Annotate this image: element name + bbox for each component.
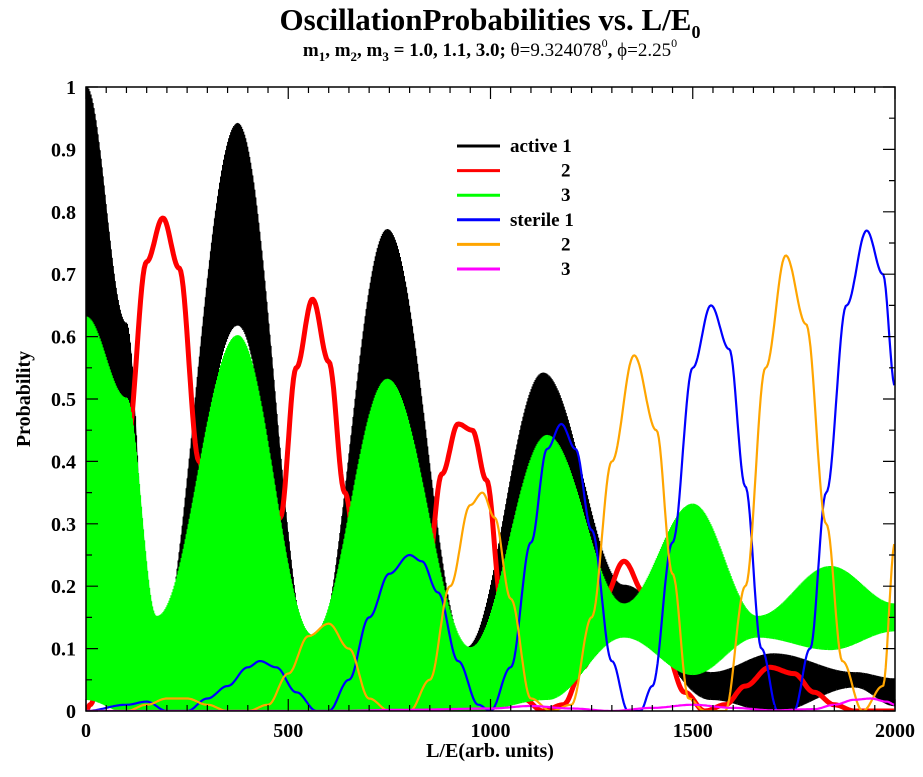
- y-tick-label: 0: [66, 701, 76, 723]
- x-tick-label: 500: [273, 720, 303, 742]
- legend-label: 2: [561, 234, 571, 255]
- legend-label: active 1: [510, 136, 572, 157]
- y-tick-label: 0.4: [51, 451, 76, 473]
- y-tick-label: 0.8: [51, 202, 76, 224]
- series-3-sterile-1-line: [86, 229, 895, 711]
- y-tick-label: 1: [66, 77, 76, 99]
- y-tick-label: 0.5: [51, 389, 76, 411]
- x-tick-label: 1500: [673, 720, 713, 742]
- chart-title: OscillationProbabilities vs. L/E0: [280, 2, 701, 42]
- legend-label: 3: [561, 185, 571, 206]
- x-tick-label: 1000: [471, 720, 511, 742]
- plot-series: [86, 87, 895, 711]
- legend-label: sterile 1: [510, 210, 574, 231]
- y-tick-label: 0.2: [51, 576, 76, 598]
- y-tick-label: 0.3: [51, 514, 76, 536]
- legend-label: 2: [561, 161, 571, 182]
- chart-subtitle: m1, m2, m3 = 1.0, 1.1, 3.0; θ=9.3240780,…: [303, 36, 677, 64]
- series-2-3-hatch: [86, 316, 895, 711]
- x-tick-label: 2000: [875, 720, 915, 742]
- y-tick-label: 0.9: [51, 139, 76, 161]
- y-tick-label: 0.6: [51, 327, 76, 349]
- legend-label: 3: [561, 259, 571, 280]
- x-axis-label: L/E(arb. units): [426, 740, 554, 762]
- legend: active 1 2 3 sterile 1 2 3: [457, 136, 574, 280]
- x-tick-label: 0: [81, 720, 91, 742]
- series-4-2-line: [86, 254, 895, 711]
- y-axis-label: Probability: [13, 351, 35, 447]
- y-tick-label: 0.7: [51, 264, 76, 286]
- axis-ticks: [85, 86, 896, 712]
- y-tick-label: 0.1: [51, 639, 76, 661]
- plot-axes: 0 500 1000 1500 2000 0 0.1 0.2 0.3 0.4 0.5 0.6 0.7 0.…: [51, 77, 915, 742]
